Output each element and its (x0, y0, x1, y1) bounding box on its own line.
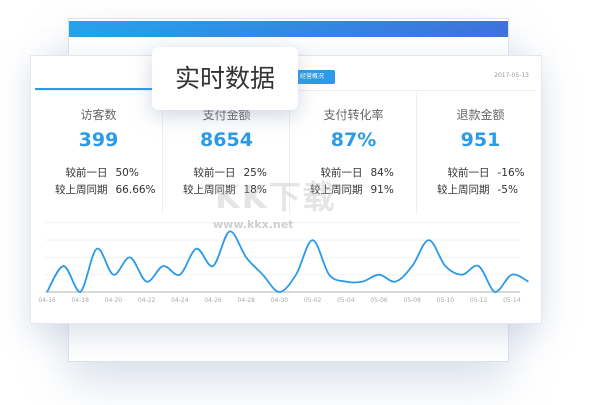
trend-chart: 04-16 04-18 04-20 04-22 04-24 04-26 04-28 04-30… (38, 222, 529, 304)
realtime-data-popup: 实时数据 (152, 47, 298, 110)
comparison-label: 较前一日 (320, 167, 363, 179)
metric-card: 退款金额 951 较前一日 -16% 较上周同期 -5% (416, 92, 544, 214)
comparison-value: 50% (115, 167, 139, 179)
comparison-row: 较前一日 25% (163, 165, 290, 180)
comparison-row: 较上周同期 66.66% (35, 182, 162, 197)
x-tick-label: 05-04 (337, 297, 355, 304)
comparison-value: 91% (370, 184, 394, 196)
comparison-row: 较前一日 84% (290, 165, 417, 180)
dashboard-card: 经营概况 2017-05-13 访客数 399 较前一日 50% 较上周同期 66.66… (30, 55, 542, 324)
comparison-value: 25% (243, 167, 267, 179)
metric-value: 87% (330, 129, 377, 151)
metric-title: 退款金额 (456, 108, 505, 122)
comparison-label: 较上周同期 (437, 184, 490, 196)
x-tick-label: 05-06 (370, 297, 388, 304)
comparison-value: -5% (497, 184, 518, 196)
comparison-value: 66.66% (115, 184, 156, 196)
x-tick-label: 04-20 (105, 297, 123, 304)
series-line (46, 230, 529, 293)
comparison-row: 较前一日 -16% (417, 165, 544, 180)
x-tick-label: 04-16 (38, 297, 56, 304)
comparison-label: 较上周同期 (183, 184, 236, 196)
metric-card: 访客数 399 较前一日 50% 较上周同期 66.66% (35, 92, 162, 214)
x-tick-label: 05-14 (503, 297, 521, 304)
active-tab-indicator (35, 88, 160, 91)
x-tick-label: 04-28 (237, 297, 255, 304)
comparison-row: 较上周同期 18% (163, 182, 290, 197)
comparison-label: 较前一日 (193, 167, 236, 179)
watermark-logo: KK下载 (215, 178, 337, 216)
comparison-row: 较前一日 50% (35, 165, 162, 180)
comparison-row: 较上周同期 -5% (417, 182, 544, 197)
comparison-row: 较上周同期 91% (290, 182, 417, 197)
x-tick-label: 04-18 (71, 297, 89, 304)
x-tick-label: 05-08 (403, 297, 421, 304)
x-tick-label: 05-12 (470, 297, 488, 304)
x-tick-label: 04-24 (171, 297, 189, 304)
x-tick-label: 05-02 (304, 297, 322, 304)
metric-title: 访客数 (80, 108, 117, 122)
metric-value: 8654 (200, 129, 253, 151)
comparison-label: 较前一日 (447, 167, 490, 179)
watermark-url: www.kkx.net (213, 218, 294, 231)
metric-title: 支付金额 (202, 108, 251, 122)
metric-value: 399 (78, 129, 119, 151)
comparison-label: 较前一日 (65, 167, 108, 179)
x-tick-label: 04-30 (271, 297, 289, 304)
metric-card: 支付金额 8654 较前一日 25% 较上周同期 18% (162, 92, 290, 214)
x-tick-label: 04-26 (204, 297, 222, 304)
metric-title: 支付转化率 (323, 108, 384, 122)
metric-card: 支付转化率 87% 较前一日 84% 较上周同期 91% (289, 92, 417, 214)
comparison-label: 较上周同期 (55, 184, 108, 196)
x-tick-label: 04-22 (138, 297, 156, 304)
window-header-bar (69, 21, 508, 37)
x-tick-label: 05-10 (437, 297, 455, 304)
metric-value: 951 (460, 129, 501, 151)
comparison-label: 较上周同期 (310, 184, 363, 196)
comparison-value: 84% (370, 167, 394, 179)
comparison-value: 18% (243, 184, 267, 196)
comparison-value: -16% (497, 167, 525, 179)
overview-tab-button[interactable]: 经营概况 (289, 70, 335, 84)
date-label: 2017-05-13 (494, 72, 529, 79)
